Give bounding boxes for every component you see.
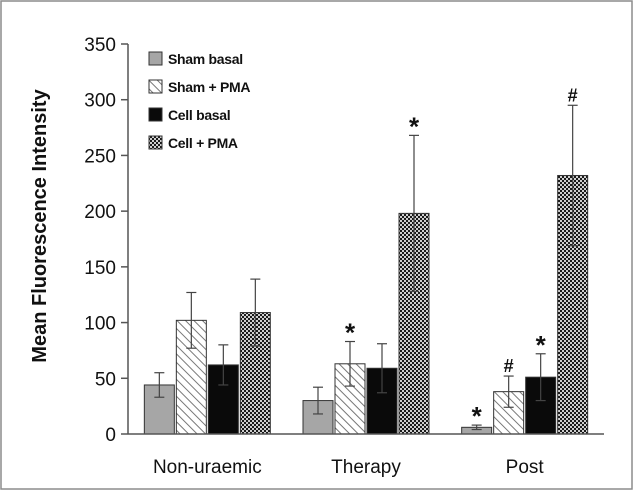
y-tick-label: 150 <box>84 258 116 279</box>
legend-swatch <box>148 107 163 122</box>
y-tick-label: 250 <box>84 146 116 167</box>
y-tick-label: 300 <box>84 91 116 112</box>
significance-star: * <box>409 111 420 141</box>
x-tick-label: Non-uraemic <box>153 457 262 478</box>
significance-star: * <box>345 318 356 348</box>
legend-label: Cell basal <box>168 107 230 123</box>
significance-hash: # <box>568 85 578 105</box>
legend: Sham basal Sham + PMA Cell basal Cell + PMA <box>148 51 251 151</box>
legend-swatch <box>148 135 163 150</box>
legend-label: Sham + PMA <box>168 79 250 95</box>
x-tick-label: Therapy <box>331 457 401 478</box>
legend-swatch <box>148 79 163 94</box>
bars: * * * # * # <box>143 85 589 435</box>
y-axis-title: Mean Fluorescence Intensity <box>29 88 51 362</box>
significance-star: * <box>536 330 547 360</box>
legend-label: Cell + PMA <box>168 135 238 151</box>
y-axis: 0 50 100 150 200 250 300 350 <box>84 35 129 446</box>
legend-swatch <box>148 51 163 66</box>
y-tick-label: 0 <box>105 425 116 446</box>
significance-star: * <box>472 401 483 431</box>
legend-label: Sham basal <box>168 51 243 67</box>
x-tick-label: Post <box>506 457 545 478</box>
y-tick-label: 100 <box>84 314 116 335</box>
significance-hash: # <box>504 356 514 376</box>
y-tick-label: 50 <box>95 369 116 390</box>
x-axis: Non-uraemic Therapy Post <box>128 433 604 478</box>
y-tick-label: 200 <box>84 202 116 223</box>
y-tick-label: 350 <box>84 35 116 56</box>
